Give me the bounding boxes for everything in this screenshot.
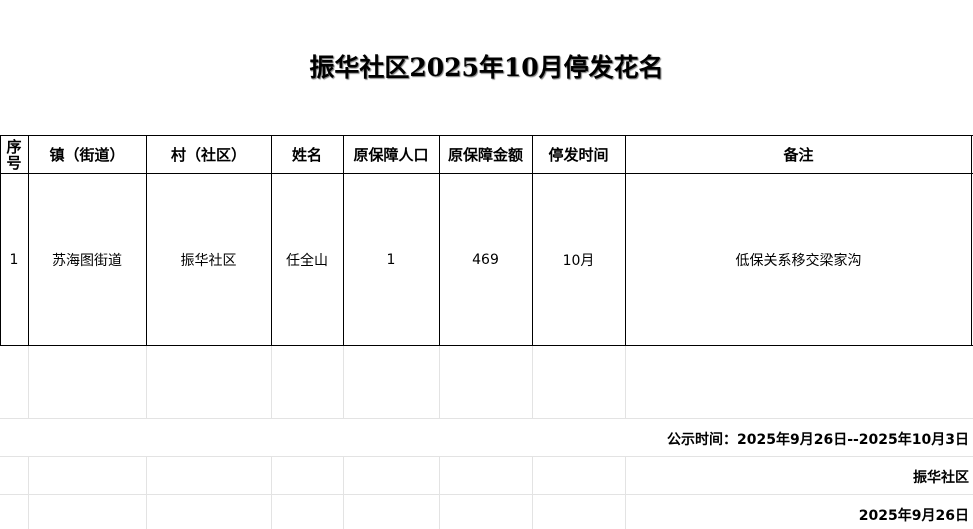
table-cell: 10月 bbox=[562, 252, 595, 269]
grid-line bbox=[0, 494, 973, 495]
grid-line bbox=[28, 456, 29, 529]
table-cell: 低保关系移交梁家沟 bbox=[735, 252, 862, 269]
grid-line bbox=[146, 456, 147, 529]
table-border bbox=[0, 135, 1, 346]
column-header: 序号 bbox=[6, 137, 22, 172]
column-header: 停发时间 bbox=[548, 146, 609, 164]
column-header: 原保障金额 bbox=[447, 146, 523, 164]
table-border bbox=[0, 173, 973, 174]
grid-line bbox=[146, 345, 147, 418]
table-border bbox=[625, 135, 626, 346]
column-header: 村（社区） bbox=[170, 146, 246, 164]
grid-line bbox=[532, 345, 533, 418]
table-border bbox=[439, 135, 440, 346]
grid-line bbox=[343, 345, 344, 418]
table-cell: 苏海图街道 bbox=[52, 252, 122, 269]
grid-line bbox=[28, 345, 29, 418]
grid-line bbox=[625, 456, 626, 529]
page-title: 振华社区2025年10月停发花名 bbox=[309, 53, 664, 82]
grid-line bbox=[271, 456, 272, 529]
grid-line bbox=[343, 456, 344, 529]
grid-line bbox=[271, 345, 272, 418]
grid-line bbox=[0, 456, 973, 457]
table-border bbox=[28, 135, 29, 346]
table-border bbox=[271, 135, 272, 346]
table-cell: 振华社区 bbox=[180, 252, 237, 269]
table-cell: 469 bbox=[472, 251, 499, 268]
grid-line bbox=[439, 456, 440, 529]
organization: 振华社区 bbox=[913, 470, 969, 486]
table-border bbox=[971, 135, 972, 346]
notice-date: 2025年9月26日 bbox=[858, 508, 969, 524]
table-border bbox=[343, 135, 344, 346]
table-border bbox=[146, 135, 147, 346]
column-header: 原保障人口 bbox=[353, 146, 429, 164]
column-header: 姓名 bbox=[291, 146, 322, 164]
table-cell: 任全山 bbox=[286, 252, 328, 269]
notice-period: 公示时间：2025年9月26日--2025年10月3日 bbox=[667, 432, 969, 448]
column-header: 镇（街道） bbox=[49, 146, 125, 164]
grid-line bbox=[625, 345, 626, 418]
grid-line bbox=[439, 345, 440, 418]
table-border bbox=[0, 135, 973, 136]
grid-line bbox=[0, 418, 973, 419]
table-cell: 1 bbox=[9, 251, 19, 268]
column-header: 备注 bbox=[783, 146, 814, 164]
table-border bbox=[0, 345, 973, 346]
table-cell: 1 bbox=[386, 251, 396, 268]
table-border bbox=[532, 135, 533, 346]
grid-line bbox=[532, 456, 533, 529]
